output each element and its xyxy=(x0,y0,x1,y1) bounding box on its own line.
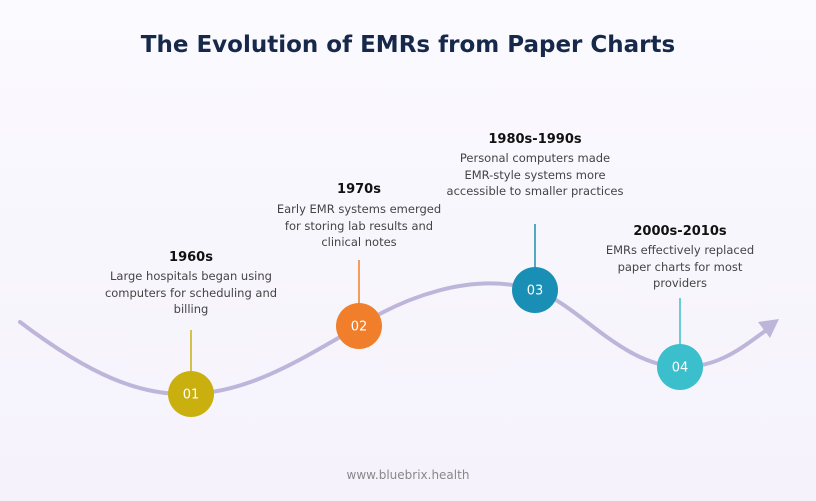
footer: www.bluebrix.health xyxy=(346,468,470,482)
milestone-circle xyxy=(336,303,382,349)
milestone-circle xyxy=(168,371,214,417)
milestone-period: 2000s-2010s xyxy=(633,224,727,239)
milestone-description: Personal computers made EMR-style system… xyxy=(446,151,624,198)
milestone-description: Early EMR systems emerged for storing la… xyxy=(276,202,442,249)
title: The Evolution of EMRs from Paper Charts xyxy=(140,32,676,58)
milestone-description: Large hospitals began using computers fo… xyxy=(104,269,278,316)
milestone-number: 02 xyxy=(351,320,368,335)
milestone-period: 1960s xyxy=(169,250,213,265)
arrow-head xyxy=(758,319,779,338)
milestone-number: 03 xyxy=(527,284,544,299)
milestone-circle xyxy=(512,267,558,313)
milestone-number: 01 xyxy=(183,388,200,403)
milestone-description: EMRs effectively replaced paper charts f… xyxy=(605,243,755,290)
milestone-period: 1970s xyxy=(337,182,381,197)
milestone-number: 04 xyxy=(672,361,689,376)
milestone-circle xyxy=(657,344,703,390)
milestone-period: 1980s-1990s xyxy=(488,132,582,147)
